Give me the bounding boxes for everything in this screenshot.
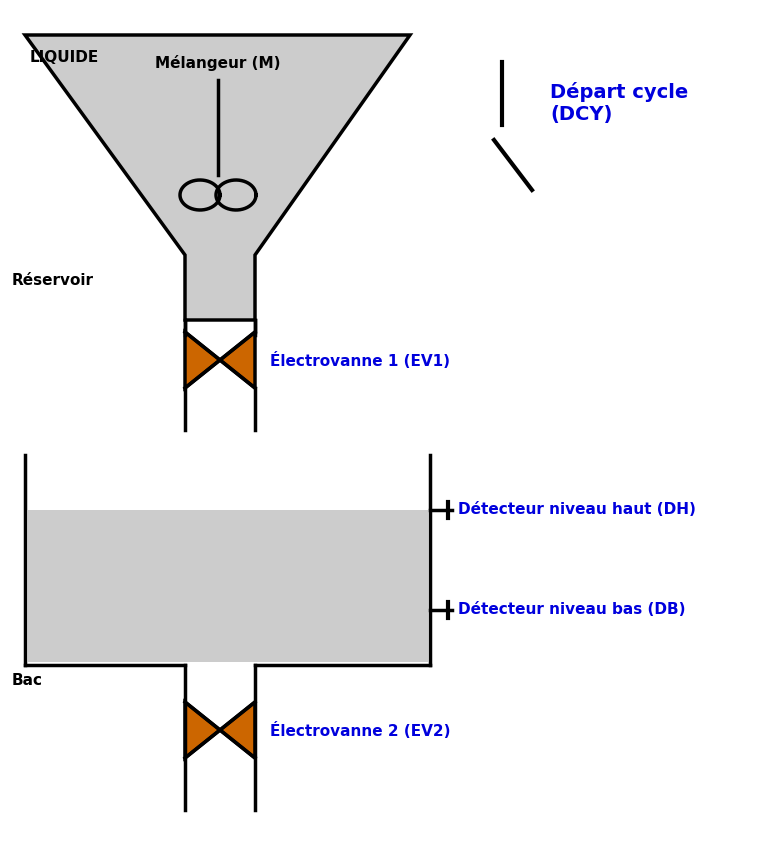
Polygon shape bbox=[25, 35, 410, 320]
Text: Bac: Bac bbox=[12, 673, 43, 688]
Polygon shape bbox=[185, 332, 220, 388]
Polygon shape bbox=[28, 510, 427, 662]
Text: Réservoir: Réservoir bbox=[12, 272, 94, 288]
Text: LIQUIDE: LIQUIDE bbox=[30, 50, 99, 65]
Text: Mélangeur (M): Mélangeur (M) bbox=[156, 55, 281, 71]
Polygon shape bbox=[220, 702, 255, 758]
Polygon shape bbox=[185, 702, 220, 758]
Text: Départ cycle
(DCY): Départ cycle (DCY) bbox=[550, 82, 688, 124]
Polygon shape bbox=[220, 332, 255, 388]
Text: Électrovanne 2 (EV2): Électrovanne 2 (EV2) bbox=[270, 722, 450, 739]
Text: Détecteur niveau bas (DB): Détecteur niveau bas (DB) bbox=[458, 602, 686, 618]
Text: Électrovanne 1 (EV1): Électrovanne 1 (EV1) bbox=[270, 351, 450, 369]
Text: Détecteur niveau haut (DH): Détecteur niveau haut (DH) bbox=[458, 503, 696, 518]
